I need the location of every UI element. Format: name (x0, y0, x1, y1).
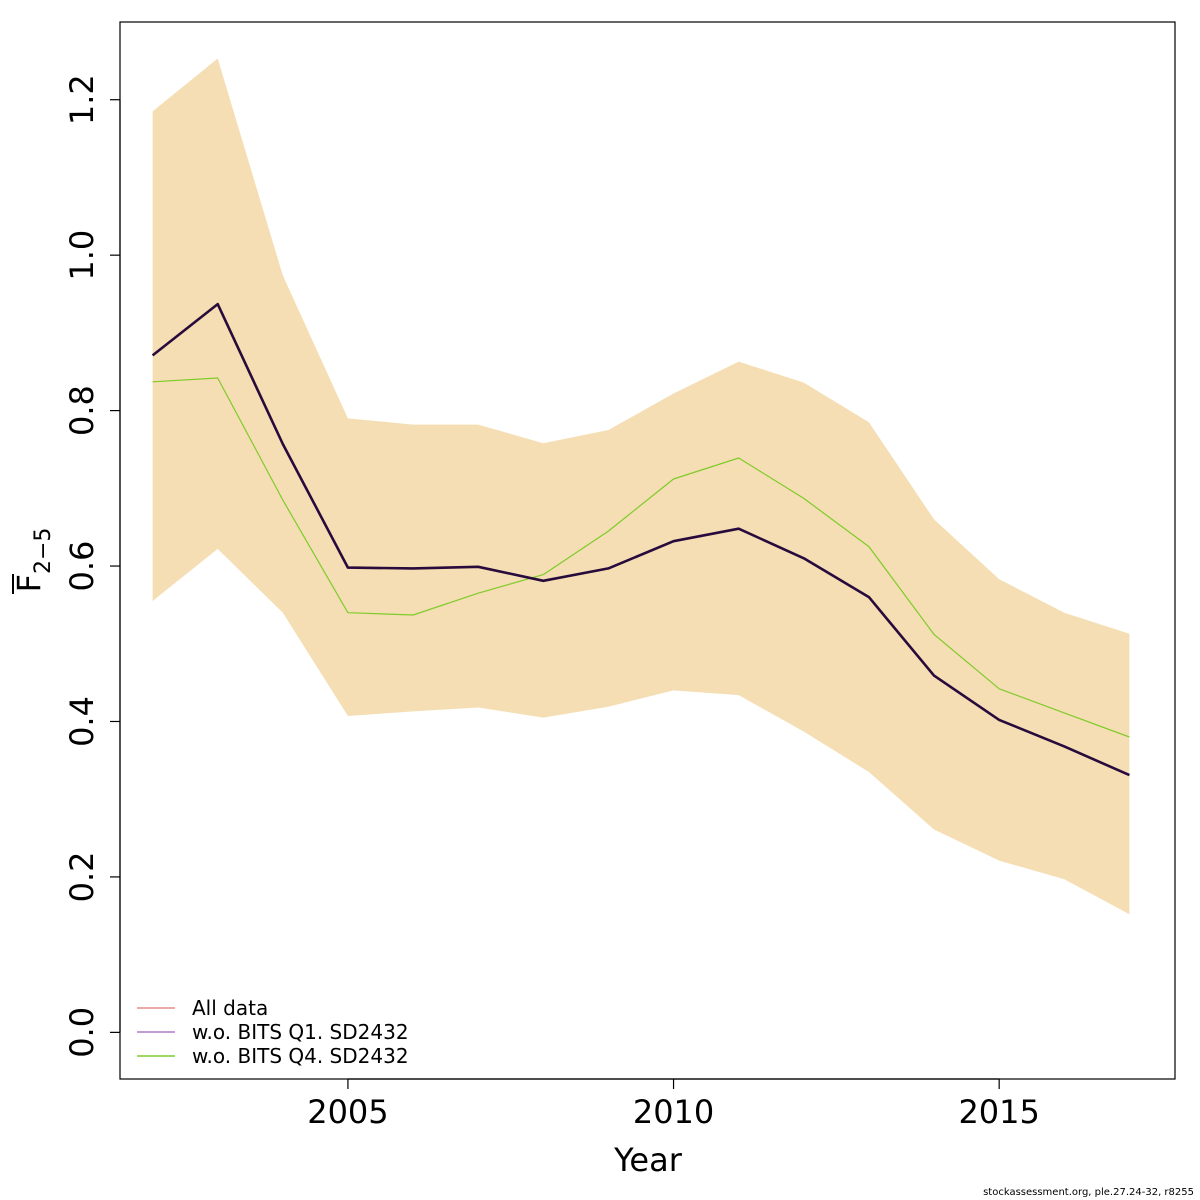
legend-item: All data (137, 996, 268, 1020)
series-line-2 (151, 302, 1130, 777)
x-tick-label: 2005 (307, 1093, 388, 1131)
x-axis-title: Year (613, 1141, 683, 1179)
svg-text:F2−5: F2−5 (10, 528, 56, 593)
y-tick-label: 1.2 (63, 74, 101, 125)
y-tick-label: 0.6 (63, 541, 101, 592)
legend-label: w.o. BITS Q4. SD2432 (192, 1044, 409, 1068)
legend-item: w.o. BITS Q1. SD2432 (137, 1020, 409, 1044)
confidence-band (152, 58, 1130, 915)
legend-label: All data (192, 996, 268, 1020)
x-tick-label: 2015 (958, 1093, 1039, 1131)
y-tick-label: 0.8 (63, 385, 101, 436)
y-tick-label: 0.2 (63, 851, 101, 902)
y-tick-label: 0.0 (63, 1007, 101, 1058)
y-tick-label: 1.0 (63, 230, 101, 281)
x-tick-label: 2010 (633, 1093, 714, 1131)
y-axis-title: F2−5 (10, 528, 56, 594)
y-axis: 0.0 0.2 0.4 0.6 0.8 1.0 1.2 (63, 74, 121, 1058)
footer-credit: stockassessment.org, ple.27.24-32, r8255 (983, 1187, 1194, 1198)
y-tick-label: 0.4 (63, 696, 101, 747)
series-line-3 (152, 377, 1130, 738)
series-layer (151, 302, 1130, 777)
y-axis-title-subscript: 2−5 (31, 528, 56, 574)
y-axis-title-main: F (10, 574, 48, 592)
x-axis: 2005 2010 2015 (307, 1078, 1040, 1131)
legend-label: w.o. BITS Q1. SD2432 (192, 1020, 409, 1044)
legend-item: w.o. BITS Q4. SD2432 (137, 1044, 409, 1068)
